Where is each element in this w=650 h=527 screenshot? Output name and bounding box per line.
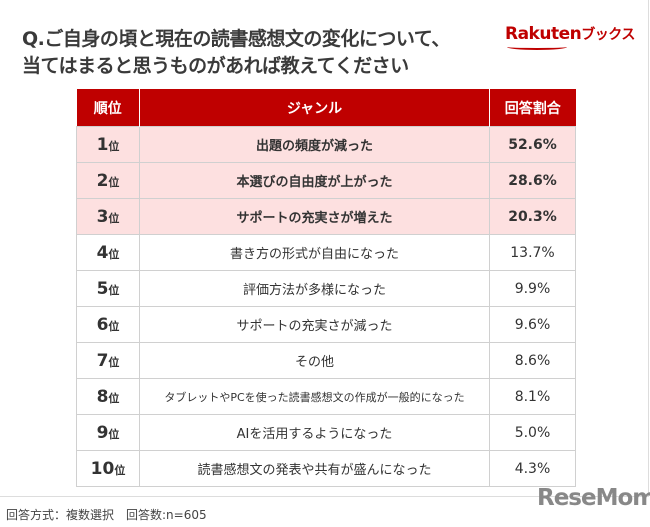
- genre-cell: サポートの充実さが増えた: [139, 198, 490, 235]
- rank-cell: 4位: [76, 234, 140, 271]
- header-genre: ジャンル: [139, 89, 490, 127]
- rank-suffix: 位: [108, 211, 120, 225]
- rank-cell: 1位: [76, 126, 140, 163]
- pct-cell: 8.6%: [489, 342, 576, 379]
- rank-number: 8: [96, 386, 109, 407]
- table-row: 9位 AIを活用するようになった 5.0%: [76, 414, 576, 451]
- rank-cell: 2位: [76, 162, 140, 199]
- pct-cell: 8.1%: [489, 378, 576, 415]
- genre-cell: タブレットやPCを使った読書感想文の作成が一般的になった: [139, 378, 490, 415]
- genre-cell: サポートの充実さが減った: [139, 306, 490, 343]
- chart-frame: [0, 0, 649, 497]
- question-title: Q.ご自身の頃と現在の読書感想文の変化について、 当てはまると思うものがあれば教…: [22, 26, 450, 80]
- rank-suffix: 位: [114, 463, 126, 477]
- genre-cell: 本選びの自由度が上がった: [139, 162, 490, 199]
- table-row: 3位 サポートの充実さが増えた 20.3%: [76, 198, 576, 235]
- rank-cell: 7位: [76, 342, 140, 379]
- rank-suffix: 位: [108, 427, 120, 441]
- pct-cell: 4.3%: [489, 450, 576, 487]
- pct-cell: 9.9%: [489, 270, 576, 307]
- rank-cell: 10位: [76, 450, 140, 487]
- rank-cell: 6位: [76, 306, 140, 343]
- rank-suffix: 位: [108, 391, 120, 405]
- rank-suffix: 位: [108, 139, 120, 153]
- resemom-logo: ReseMom: [537, 485, 650, 511]
- pct-cell: 5.0%: [489, 414, 576, 451]
- table-row: 8位 タブレットやPCを使った読書感想文の作成が一般的になった 8.1%: [76, 378, 576, 415]
- header-rank: 順位: [76, 89, 140, 127]
- rank-suffix: 位: [108, 319, 120, 333]
- rank-number: 5: [96, 278, 109, 299]
- table-row: 5位 評価方法が多様になった 9.9%: [76, 270, 576, 307]
- logo-sub: ブックス: [581, 27, 635, 43]
- genre-cell: 評価方法が多様になった: [139, 270, 490, 307]
- genre-cell: その他: [139, 342, 490, 379]
- genre-cell: 書き方の形式が自由になった: [139, 234, 490, 271]
- rank-suffix: 位: [108, 247, 120, 261]
- pct-cell: 13.7%: [489, 234, 576, 271]
- rank-suffix: 位: [108, 175, 120, 189]
- table-row: 1位 出題の頻度が減った 52.6%: [76, 126, 576, 163]
- rank-number: 4: [96, 242, 109, 263]
- rank-number: 10: [90, 458, 115, 479]
- pct-cell: 28.6%: [489, 162, 576, 199]
- rank-number: 3: [96, 206, 109, 227]
- rank-number: 1: [96, 134, 109, 155]
- table-row: 4位 書き方の形式が自由になった 13.7%: [76, 234, 576, 271]
- table-row: 7位 その他 8.6%: [76, 342, 576, 379]
- rank-number: 6: [96, 314, 109, 335]
- footer-note: 回答方式：複数選択 回答数:n=605: [6, 508, 207, 522]
- title-line-1: Q.ご自身の頃と現在の読書感想文の変化について、: [22, 28, 450, 50]
- genre-cell: 読書感想文の発表や共有が盛んになった: [139, 450, 490, 487]
- rank-suffix: 位: [108, 283, 120, 297]
- logo-main: Rakuten: [505, 24, 582, 44]
- rank-cell: 5位: [76, 270, 140, 307]
- rank-number: 9: [96, 422, 109, 443]
- rank-suffix: 位: [108, 355, 120, 369]
- pct-cell: 52.6%: [489, 126, 576, 163]
- ranking-table: 順位 ジャンル 回答割合 1位 出題の頻度が減った 52.6% 2位 本選びの自由度が上…: [76, 89, 576, 487]
- pct-cell: 20.3%: [489, 198, 576, 235]
- pct-cell: 9.6%: [489, 306, 576, 343]
- rakuten-books-logo: Rakutenブックス: [505, 24, 635, 50]
- genre-cell: 出題の頻度が減った: [139, 126, 490, 163]
- rank-number: 2: [96, 170, 109, 191]
- table-row: 10位 読書感想文の発表や共有が盛んになった 4.3%: [76, 450, 576, 487]
- genre-cell: AIを活用するようになった: [139, 414, 490, 451]
- rank-cell: 9位: [76, 414, 140, 451]
- table-row: 2位 本選びの自由度が上がった 28.6%: [76, 162, 576, 199]
- title-line-2: 当てはまると思うものがあれば教えてください: [22, 55, 409, 77]
- header-pct: 回答割合: [489, 89, 576, 127]
- rank-cell: 3位: [76, 198, 140, 235]
- table-row: 6位 サポートの充実さが減った 9.6%: [76, 306, 576, 343]
- rank-number: 7: [96, 350, 109, 371]
- rank-cell: 8位: [76, 378, 140, 415]
